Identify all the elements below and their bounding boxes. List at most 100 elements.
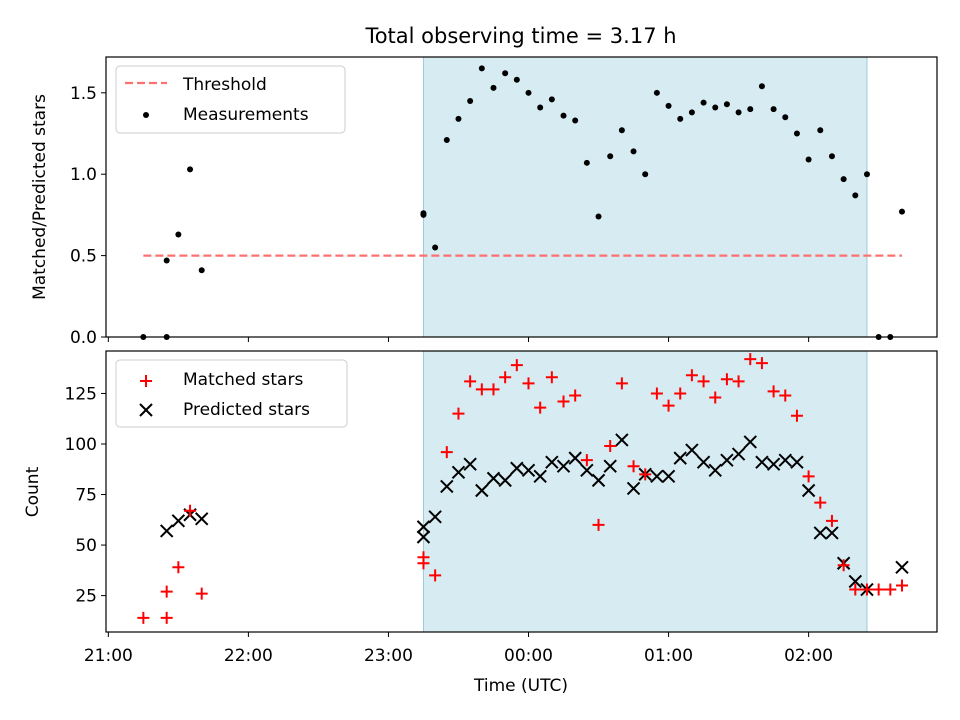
predicted-star-point bbox=[673, 451, 687, 465]
measurement-point bbox=[747, 106, 754, 113]
bottom-panel: 25 50 75 100 125 21:00 22:00 23:00 00:00 01:00 02… bbox=[23, 350, 938, 696]
top-plot-frame bbox=[105, 56, 938, 338]
matched-star-point bbox=[160, 585, 173, 598]
matched-star-point bbox=[569, 389, 582, 402]
predicted-star-point bbox=[708, 463, 722, 477]
measurement-point bbox=[653, 89, 660, 96]
predicted-star-point bbox=[626, 481, 641, 496]
measurement-point bbox=[537, 104, 544, 111]
predicted-star-point bbox=[510, 461, 524, 475]
matched-star-point bbox=[604, 440, 617, 453]
measurement-point bbox=[642, 171, 649, 178]
measurement-point bbox=[700, 99, 707, 106]
measurement-point bbox=[420, 211, 427, 218]
predicted-star-point bbox=[603, 459, 617, 473]
measurement-point bbox=[513, 76, 520, 83]
measurement-point bbox=[630, 148, 637, 155]
measurement-point bbox=[175, 231, 182, 238]
matched-star-point bbox=[522, 377, 535, 390]
matched-star-point bbox=[160, 611, 173, 624]
measurement-point bbox=[723, 101, 730, 108]
predicted-star-point bbox=[661, 469, 676, 484]
x-tick-label: 00:00 bbox=[504, 646, 553, 666]
matched-star-point bbox=[895, 579, 908, 592]
matched-star-point bbox=[779, 389, 792, 402]
predicted-star-point bbox=[416, 530, 431, 544]
matched-star-point bbox=[755, 357, 768, 370]
predicted-star-point bbox=[533, 469, 547, 484]
predicted-star-point bbox=[790, 455, 804, 469]
bottom-legend-box bbox=[115, 359, 348, 428]
predicted-star-point bbox=[685, 443, 699, 457]
x-tick-label: 22:00 bbox=[224, 646, 273, 666]
measurement-point bbox=[793, 130, 800, 137]
y-tick-label: 1.5 bbox=[70, 84, 97, 104]
matched-star-point bbox=[429, 569, 442, 582]
measurement-point bbox=[583, 159, 590, 166]
legend-measurements-swatch bbox=[143, 112, 149, 118]
matched-star-point bbox=[464, 375, 477, 388]
matched-star-point bbox=[639, 468, 652, 481]
matched-star-point bbox=[650, 387, 663, 400]
legend-predicted-swatch bbox=[139, 403, 153, 417]
y-tick-label: 25 bbox=[75, 587, 97, 607]
matched-star-point bbox=[709, 391, 722, 404]
predicted-star-point bbox=[451, 465, 466, 480]
measurement-point bbox=[163, 257, 170, 264]
predicted-star-point bbox=[778, 453, 792, 467]
predicted-star-point bbox=[486, 471, 501, 486]
matched-star-point bbox=[545, 371, 558, 384]
matched-star-point bbox=[860, 583, 873, 596]
predicted-star-point bbox=[171, 514, 186, 528]
predicted-star-point bbox=[825, 526, 839, 540]
matched-star-point bbox=[592, 518, 605, 531]
matched-star-point bbox=[790, 409, 803, 422]
bottom-legend: Matched stars Predicted stars bbox=[115, 359, 348, 428]
predicted-star-point bbox=[440, 479, 454, 494]
predicted-star-point bbox=[848, 574, 863, 589]
x-tick-label: 23:00 bbox=[364, 646, 413, 666]
predicted-star-point bbox=[720, 453, 734, 467]
legend-matched-swatch bbox=[140, 375, 152, 387]
measurement-point bbox=[712, 104, 719, 111]
measurement-point bbox=[490, 84, 497, 91]
predicted-star-point bbox=[591, 473, 606, 488]
matched-star-point bbox=[510, 359, 523, 372]
matched-star-point bbox=[767, 385, 780, 398]
matched-star-point bbox=[172, 561, 185, 574]
predicted-star-point bbox=[895, 560, 909, 575]
measurement-point bbox=[863, 171, 870, 178]
y-tick-label: 100 bbox=[65, 435, 97, 455]
predicted-star-point bbox=[556, 459, 571, 473]
predicted-star-point bbox=[650, 469, 664, 484]
predicted-star-point bbox=[755, 455, 769, 469]
matched-star-point bbox=[837, 559, 850, 572]
predicted-star-point bbox=[475, 483, 489, 498]
predicted-star-point bbox=[416, 520, 431, 534]
y-tick-label: 1.0 bbox=[70, 165, 97, 185]
predicted-star-point bbox=[428, 510, 442, 524]
predicted-star-point bbox=[463, 457, 477, 471]
measurement-point bbox=[688, 109, 695, 116]
top-y-axis-label: Matched/Predicted stars bbox=[30, 94, 50, 300]
matched-star-point bbox=[732, 375, 745, 388]
measurement-point bbox=[478, 65, 485, 72]
predicted-star-point bbox=[521, 463, 536, 477]
top-observing-window bbox=[422, 56, 868, 338]
x-axis-label: Time (UTC) bbox=[473, 676, 568, 696]
y-tick-label: 50 bbox=[75, 536, 97, 556]
y-tick-label: 0.0 bbox=[70, 328, 97, 348]
measurement-point bbox=[187, 166, 194, 173]
top-legend: Threshold Measurements bbox=[115, 65, 346, 134]
matched-star-point bbox=[557, 395, 570, 408]
y-tick-label: 125 bbox=[65, 384, 97, 404]
matched-star-point bbox=[475, 383, 488, 396]
matched-star-point bbox=[802, 470, 815, 483]
matched-star-point bbox=[417, 557, 430, 570]
predicted-star-point bbox=[580, 463, 594, 477]
bottom-y-axis-label: Count bbox=[23, 466, 43, 517]
predicted-star-point bbox=[498, 473, 512, 488]
matched-star-point bbox=[440, 446, 453, 459]
measurement-point bbox=[432, 244, 439, 251]
